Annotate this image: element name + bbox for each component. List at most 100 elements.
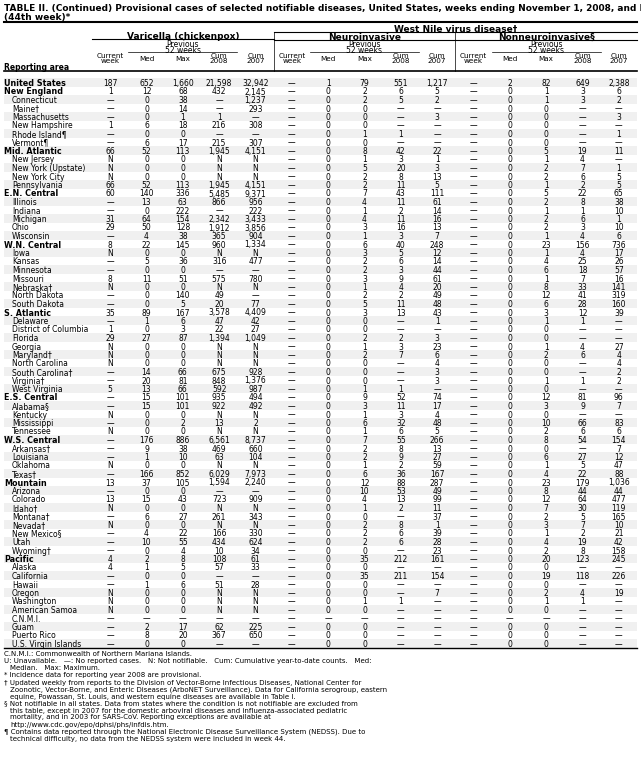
Text: 2: 2	[399, 504, 403, 513]
Text: 0: 0	[326, 88, 331, 97]
Text: United States: United States	[4, 79, 66, 88]
Text: 1,334: 1,334	[245, 241, 267, 249]
Text: —: —	[288, 376, 296, 386]
Text: 1: 1	[108, 88, 113, 97]
Text: —: —	[470, 402, 478, 411]
Text: 38: 38	[178, 444, 188, 453]
Text: South Dakota: South Dakota	[12, 300, 64, 309]
Text: 1: 1	[544, 181, 549, 190]
Text: District of Columbia: District of Columbia	[12, 325, 88, 335]
Text: N: N	[107, 427, 113, 437]
Text: 83: 83	[614, 419, 624, 428]
Text: —: —	[433, 614, 441, 623]
Text: 575: 575	[212, 274, 226, 283]
Text: 105: 105	[176, 479, 190, 488]
Text: 1: 1	[435, 155, 440, 165]
Text: 5: 5	[108, 385, 113, 394]
Text: —: —	[288, 640, 296, 649]
Text: 0: 0	[508, 411, 512, 420]
Text: —: —	[288, 504, 296, 513]
Text: Kentucky: Kentucky	[12, 411, 47, 420]
Text: New Mexico§: New Mexico§	[12, 530, 62, 539]
Text: 1: 1	[362, 385, 367, 394]
Text: 0: 0	[544, 640, 549, 649]
Text: 1,376: 1,376	[245, 376, 267, 386]
Text: 87: 87	[178, 334, 188, 343]
Text: 17: 17	[178, 623, 188, 632]
Text: 1: 1	[144, 317, 149, 326]
Text: —: —	[252, 614, 260, 623]
Text: —: —	[579, 444, 587, 453]
Text: 89: 89	[142, 309, 151, 318]
Text: N: N	[253, 411, 258, 420]
Bar	[4, 350, 637, 358]
Text: 22: 22	[578, 470, 587, 479]
Text: —: —	[288, 198, 296, 207]
Text: N: N	[216, 597, 222, 607]
Bar	[4, 605, 637, 613]
Text: 0: 0	[508, 640, 512, 649]
Text: N: N	[253, 249, 258, 258]
Text: Hawaii: Hawaii	[12, 581, 38, 590]
Text: 0: 0	[362, 513, 367, 521]
Text: 1,217: 1,217	[426, 79, 448, 88]
Text: 2: 2	[362, 88, 367, 97]
Text: —: —	[288, 470, 296, 479]
Text: 11: 11	[396, 300, 406, 309]
Text: 2: 2	[544, 223, 549, 232]
Text: 2: 2	[144, 555, 149, 564]
Text: 6: 6	[580, 351, 585, 360]
Text: 27: 27	[614, 342, 624, 351]
Text: 0: 0	[508, 207, 512, 216]
Text: 6: 6	[399, 530, 403, 539]
Text: —: —	[470, 376, 478, 386]
Text: 2008: 2008	[573, 58, 592, 64]
Bar	[4, 537, 637, 546]
Text: 35: 35	[105, 309, 115, 318]
Text: 166: 166	[212, 530, 226, 539]
Text: 31: 31	[105, 215, 115, 224]
Text: 57: 57	[614, 266, 624, 275]
Text: —: —	[106, 232, 114, 241]
Text: 0: 0	[508, 147, 512, 156]
Text: 0: 0	[362, 546, 367, 555]
Text: 52 weeks: 52 weeks	[528, 46, 564, 55]
Text: —: —	[288, 249, 296, 258]
Text: —: —	[615, 334, 622, 343]
Text: —: —	[106, 614, 114, 623]
Text: 53: 53	[396, 487, 406, 496]
Text: 36: 36	[178, 258, 188, 267]
Text: 222: 222	[176, 207, 190, 216]
Text: 0: 0	[326, 274, 331, 283]
Text: —: —	[288, 368, 296, 377]
Text: —: —	[470, 113, 478, 122]
Text: 0: 0	[508, 444, 512, 453]
Text: —: —	[579, 623, 587, 632]
Text: 0: 0	[544, 325, 549, 335]
Text: 61: 61	[432, 274, 442, 283]
Text: —: —	[288, 419, 296, 428]
Text: 10: 10	[614, 207, 624, 216]
Text: 3: 3	[617, 113, 621, 122]
Text: —: —	[470, 241, 478, 249]
Text: 66: 66	[178, 368, 188, 377]
Text: 23: 23	[542, 479, 551, 488]
Text: 39: 39	[432, 530, 442, 539]
Text: —: —	[579, 385, 587, 394]
Text: Cum: Cum	[574, 53, 591, 59]
Text: 0: 0	[326, 241, 331, 249]
Text: 18: 18	[178, 121, 188, 130]
Text: —: —	[470, 513, 478, 521]
Text: —: —	[470, 581, 478, 590]
Text: 1: 1	[435, 521, 440, 530]
Text: 20: 20	[432, 283, 442, 292]
Text: —: —	[470, 504, 478, 513]
Text: —: —	[470, 572, 478, 581]
Text: —: —	[470, 190, 478, 198]
Text: 0: 0	[326, 462, 331, 470]
Text: Indiana: Indiana	[12, 207, 40, 216]
Text: 20: 20	[142, 376, 151, 386]
Text: 79: 79	[360, 79, 369, 88]
Text: 319: 319	[612, 292, 626, 300]
Text: —: —	[252, 130, 260, 139]
